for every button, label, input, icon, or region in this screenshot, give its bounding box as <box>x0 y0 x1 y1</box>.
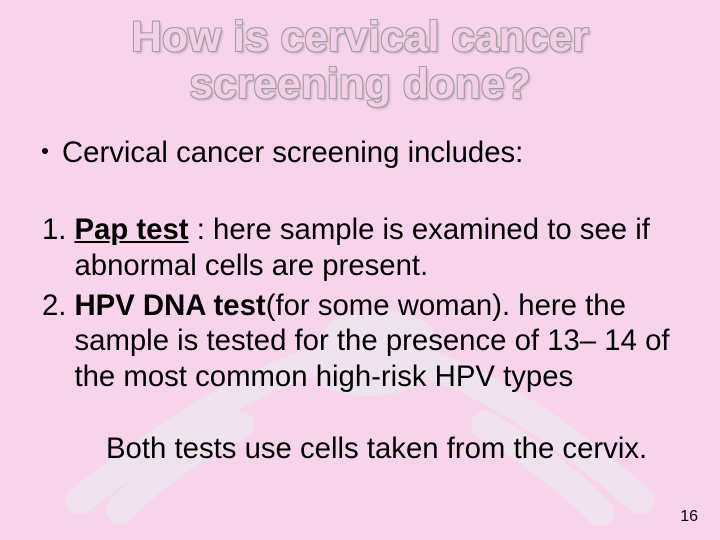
list-lead-term: Pap test <box>74 213 188 246</box>
list-body: HPV DNA test(for some woman). here the s… <box>74 288 682 395</box>
closing-text-content: Both tests use cells taken from the cerv… <box>106 432 647 465</box>
slide-content: How is cervical cancer screening done? C… <box>0 0 720 540</box>
list-number: 1. <box>42 212 66 284</box>
bullet-row: Cervical cancer screening includes: <box>42 136 682 170</box>
slide-title: How is cervical cancer screening done? <box>0 14 720 108</box>
page-number-value: 16 <box>680 508 698 525</box>
list-number: 2. <box>42 288 66 395</box>
list-body: Pap test : here sample is examined to se… <box>74 212 682 284</box>
title-line-1: How is cervical cancer <box>0 14 720 61</box>
closing-text: Both tests use cells taken from the cerv… <box>106 432 690 466</box>
list-lead-term: HPV DNA test <box>74 289 265 322</box>
intro-text: Cervical cancer screening includes: <box>62 136 523 170</box>
slide: How is cervical cancer screening done? C… <box>0 0 720 540</box>
page-number: 16 <box>680 508 698 526</box>
title-line-2: screening done? <box>0 61 720 108</box>
numbered-list: 1. Pap test : here sample is examined to… <box>42 212 682 395</box>
bullet-dot-icon <box>42 148 48 154</box>
intro-bullet: Cervical cancer screening includes: <box>42 136 682 170</box>
list-item: 2. HPV DNA test(for some woman). here th… <box>42 288 682 395</box>
list-item: 1. Pap test : here sample is examined to… <box>42 212 682 284</box>
